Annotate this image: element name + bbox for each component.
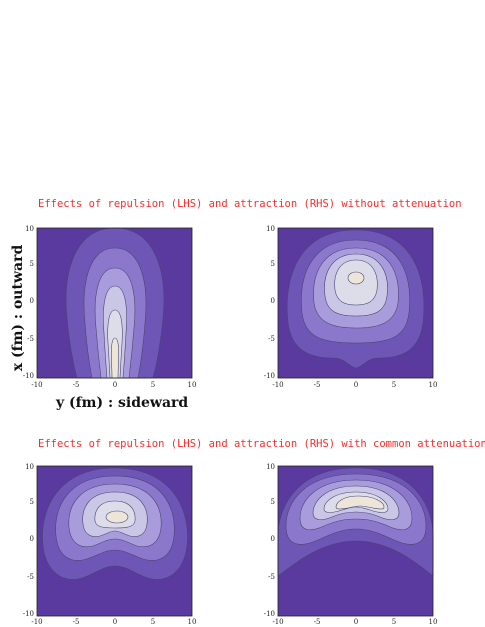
y-tick: 5 bbox=[30, 260, 34, 268]
contour-plot-bottom-left: 10 5 0 -5 -10 -10 -5 0 5 10 bbox=[23, 458, 199, 626]
y-tick: -5 bbox=[27, 335, 34, 343]
x-tick: -10 bbox=[272, 618, 283, 626]
y-tick: 10 bbox=[25, 463, 34, 471]
x-tick: -10 bbox=[31, 381, 42, 389]
x-tick: -5 bbox=[73, 381, 80, 389]
x-tick: 5 bbox=[151, 381, 155, 389]
y-tick: -10 bbox=[23, 610, 34, 618]
y-tick: 5 bbox=[30, 498, 34, 506]
x-tick: 0 bbox=[354, 618, 358, 626]
contour-plot-top-left: 10 5 0 -5 -10 -10 -5 0 5 10 bbox=[23, 220, 199, 389]
x-tick: -5 bbox=[73, 618, 80, 626]
y-tick: 10 bbox=[25, 225, 34, 233]
y-tick: -10 bbox=[23, 372, 34, 380]
y-tick: -5 bbox=[268, 335, 275, 343]
y-tick: -10 bbox=[264, 372, 275, 380]
y-tick: 10 bbox=[266, 225, 275, 233]
y-tick: 0 bbox=[271, 297, 275, 305]
x-tick: -10 bbox=[272, 381, 283, 389]
y-tick: 0 bbox=[30, 297, 34, 305]
contour-plot-bottom-right: 10 5 0 -5 -10 -10 -5 0 5 10 bbox=[264, 458, 440, 626]
caption-top: Effects of repulsion (LHS) and attractio… bbox=[38, 198, 462, 210]
x-axis-label: y (fm) : sideward bbox=[56, 395, 189, 411]
x-tick: 0 bbox=[354, 381, 358, 389]
y-tick: 5 bbox=[271, 260, 275, 268]
x-tick: 10 bbox=[188, 618, 197, 626]
y-tick: -5 bbox=[27, 573, 34, 581]
x-tick: 10 bbox=[429, 618, 438, 626]
y-tick: -5 bbox=[268, 573, 275, 581]
y-tick: -10 bbox=[264, 610, 275, 618]
y-tick: 10 bbox=[266, 463, 275, 471]
y-tick: 5 bbox=[271, 498, 275, 506]
x-tick: 5 bbox=[151, 618, 155, 626]
x-tick: 5 bbox=[392, 381, 396, 389]
x-tick: -5 bbox=[314, 618, 321, 626]
x-tick: 10 bbox=[188, 381, 197, 389]
x-tick: 0 bbox=[113, 381, 117, 389]
contour-plot-top-right: 10 5 0 -5 -10 -10 -5 0 5 10 bbox=[264, 220, 440, 389]
y-axis-label: x (fm) : outward bbox=[10, 244, 26, 372]
x-tick: -5 bbox=[314, 381, 321, 389]
x-tick: 10 bbox=[429, 381, 438, 389]
caption-bottom: Effects of repulsion (LHS) and attractio… bbox=[38, 438, 485, 450]
y-tick: 0 bbox=[271, 535, 275, 543]
x-tick: -10 bbox=[31, 618, 42, 626]
y-tick: 0 bbox=[30, 535, 34, 543]
x-tick: 5 bbox=[392, 618, 396, 626]
x-tick: 0 bbox=[113, 618, 117, 626]
